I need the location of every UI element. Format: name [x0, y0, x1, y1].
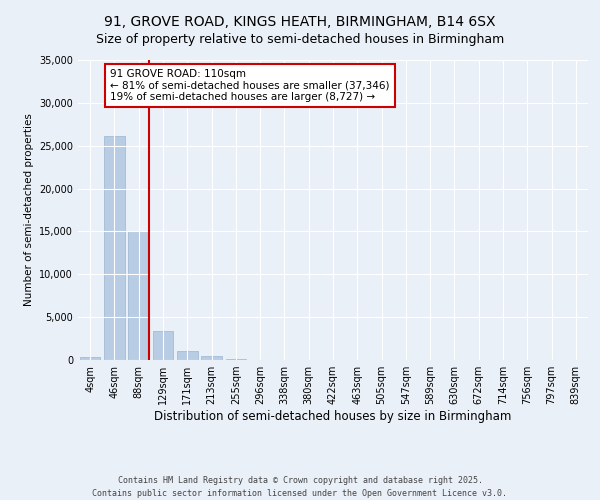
Bar: [201, 356, 222, 360]
Text: Contains HM Land Registry data © Crown copyright and database right 2025.
Contai: Contains HM Land Registry data © Crown c…: [92, 476, 508, 498]
Bar: [128, 230, 149, 360]
Bar: [226, 359, 246, 360]
Bar: [104, 136, 125, 360]
Text: Size of property relative to semi-detached houses in Birmingham: Size of property relative to semi-detach…: [96, 32, 504, 46]
Bar: [80, 356, 100, 360]
Text: 91, GROVE ROAD, KINGS HEATH, BIRMINGHAM, B14 6SX: 91, GROVE ROAD, KINGS HEATH, BIRMINGHAM,…: [104, 15, 496, 29]
Bar: [152, 332, 173, 360]
X-axis label: Distribution of semi-detached houses by size in Birmingham: Distribution of semi-detached houses by …: [154, 410, 512, 423]
Bar: [177, 351, 197, 360]
Text: 91 GROVE ROAD: 110sqm
← 81% of semi-detached houses are smaller (37,346)
19% of : 91 GROVE ROAD: 110sqm ← 81% of semi-deta…: [110, 69, 389, 102]
Y-axis label: Number of semi-detached properties: Number of semi-detached properties: [23, 114, 34, 306]
